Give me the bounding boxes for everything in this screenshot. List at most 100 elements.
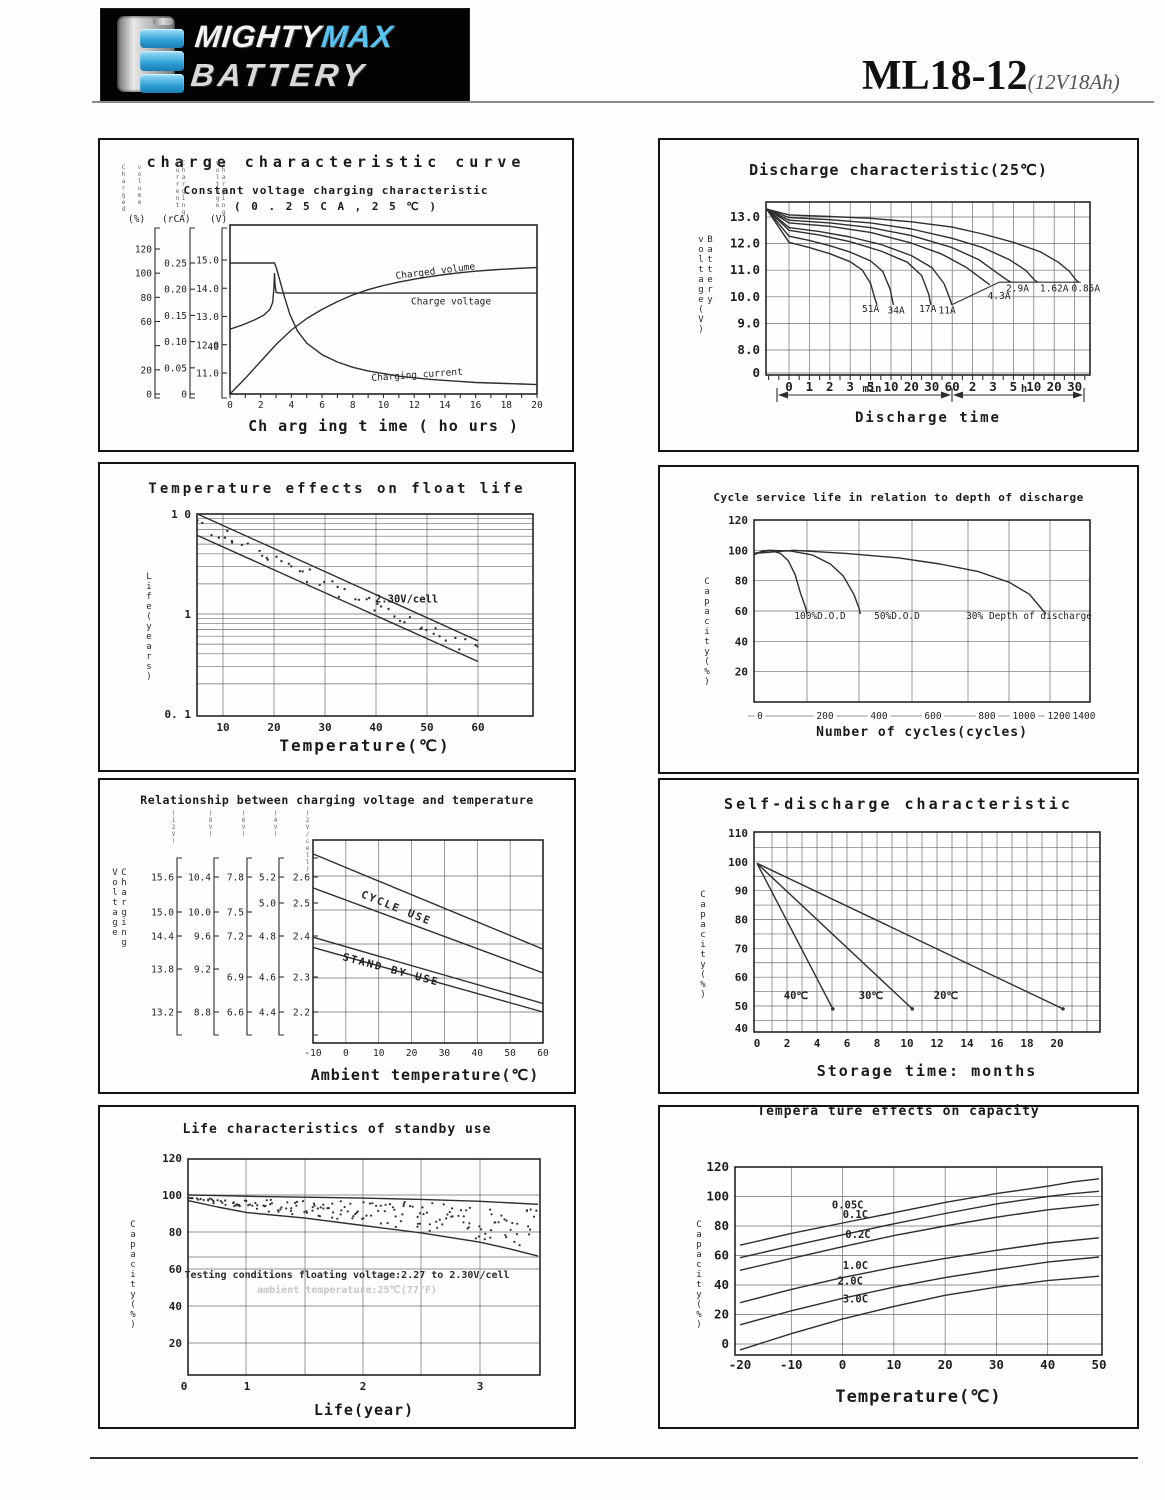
y-axis-title: Capacity(%) [698, 890, 708, 1000]
svg-text:20: 20 [1047, 379, 1062, 394]
svg-text:Charge voltage: Charge voltage [411, 297, 491, 308]
svg-text:20: 20 [141, 365, 153, 376]
svg-text:100: 100 [135, 269, 152, 280]
svg-text:51A: 51A [862, 304, 879, 315]
svg-text:4: 4 [814, 1037, 821, 1050]
svg-text:100: 100 [728, 544, 748, 557]
mighty-max-logo: MIGHTYMAX BATTERY [100, 8, 470, 102]
svg-text:11.0: 11.0 [196, 369, 219, 380]
svg-text:5: 5 [1010, 379, 1018, 394]
svg-text:40: 40 [472, 1048, 484, 1059]
svg-text:1: 1 [806, 379, 814, 394]
chart-subtitle: Constant voltage charging characteristic [183, 184, 489, 197]
svg-text:100: 100 [706, 1189, 729, 1204]
svg-text:13.0: 13.0 [730, 209, 760, 224]
svg-text:20: 20 [735, 666, 748, 679]
svg-text:-10: -10 [780, 1357, 803, 1372]
chart-title: Tempera ture effects on capacity [757, 1104, 1040, 1119]
svg-text:20: 20 [267, 721, 280, 734]
svg-text:10: 10 [378, 400, 390, 411]
series-cutoff-line [951, 281, 1081, 306]
scale-caption-2v-cell: (2V/cell) [304, 810, 311, 873]
y-axis-title: Battery voltage(V) [696, 235, 715, 335]
svg-text:11.0: 11.0 [730, 262, 760, 277]
svg-text:50: 50 [735, 1000, 748, 1013]
svg-text:3: 3 [477, 1380, 484, 1393]
svg-text:1.62A: 1.62A [1040, 283, 1069, 294]
svg-text:1400: 1400 [1073, 711, 1096, 722]
x-axis-title: Ambient temperature(℃) [310, 1066, 540, 1084]
svg-text:80: 80 [169, 1226, 182, 1239]
svg-text:40: 40 [735, 635, 748, 648]
series-100%D.O.D [753, 549, 808, 615]
svg-text:0.25: 0.25 [164, 259, 187, 270]
svg-text:1200: 1200 [1048, 711, 1071, 722]
svg-text:15.0: 15.0 [151, 908, 174, 919]
svg-text:6.6: 6.6 [227, 1008, 244, 1019]
svg-text:0.05C: 0.05C [832, 1199, 864, 1211]
svg-text:40: 40 [169, 1300, 182, 1313]
svg-text:13.2: 13.2 [151, 1008, 174, 1019]
svg-text:0: 0 [839, 1357, 847, 1372]
svg-text:100%D.O.D: 100%D.O.D [794, 611, 846, 622]
series-standby-band-lower [187, 1199, 539, 1257]
svg-text:12.0: 12.0 [730, 236, 760, 251]
svg-text:7.2: 7.2 [227, 932, 244, 943]
temperature-capacity-plot-canvas: -20 -10 0 10 20 30 40 50 120 100 80 60 40 20 0 0.05C0.1… [706, 1159, 1106, 1372]
svg-text:17A: 17A [919, 304, 936, 315]
svg-text:0: 0 [227, 400, 233, 411]
scale-caption-6v: (6V) [240, 810, 247, 838]
svg-text:20: 20 [531, 400, 543, 411]
panel-cycle-service-life: Cycle service life in relation to depth … [658, 465, 1139, 774]
svg-text:10.0: 10.0 [188, 908, 211, 919]
svg-text:20℃: 20℃ [934, 990, 959, 1002]
svg-text:60: 60 [537, 1048, 549, 1059]
series-1.62A [766, 208, 1039, 283]
panel-standby-life: Life characteristics of standby use Capa… [98, 1105, 576, 1429]
svg-text:min: min [863, 383, 882, 395]
svg-text:8.8: 8.8 [194, 1008, 211, 1019]
series-4.3A [766, 208, 991, 286]
svg-text:6: 6 [844, 1037, 851, 1050]
svg-text:0.10: 0.10 [164, 337, 187, 348]
svg-text:0. 1: 0. 1 [165, 708, 192, 721]
discharge-plot-canvas: 0 1 2 3 5 10 20 30 60 2 3 5 10 20 3013.012.011.010.09.… [730, 201, 1100, 402]
svg-text:10: 10 [1026, 379, 1041, 394]
micro-axis-label: Charging current [174, 160, 187, 216]
ambient-temperature-note: ambient temperature:25℃(77°F) [257, 1285, 437, 1296]
svg-text:2.0C: 2.0C [838, 1275, 863, 1287]
svg-text:30: 30 [1067, 379, 1082, 394]
svg-text:40: 40 [1040, 1357, 1055, 1372]
svg-text:2.9A: 2.9A [1006, 283, 1029, 294]
battery-cells-icon [140, 29, 184, 93]
svg-text:8: 8 [350, 400, 356, 411]
svg-text:600: 600 [924, 711, 941, 722]
model-number: ML18-12 (12V18Ah) [862, 52, 1120, 100]
svg-text:4: 4 [289, 400, 295, 411]
svg-text:2.5: 2.5 [293, 899, 310, 910]
header-divider [92, 101, 1154, 103]
panel-charge-characteristic: charge characteristic curve Constant vol… [98, 138, 574, 452]
svg-text:0.20: 0.20 [164, 285, 187, 296]
svg-text:40: 40 [735, 1022, 748, 1035]
x-axis-title: Temperature(℃) [835, 1387, 1002, 1407]
svg-text:(V): (V) [210, 214, 227, 225]
float-life-plot-canvas: 10 20 30 40 50 60 1 0 1 0. 1 2.30V/cell [165, 508, 534, 734]
svg-text:CYCLE USE: CYCLE USE [359, 889, 433, 928]
svg-text:1.0C: 1.0C [843, 1260, 868, 1272]
panel-self-discharge: Self-discharge characteristic Capacity(%… [658, 778, 1139, 1094]
scale-caption-8v: (8V) [207, 810, 214, 838]
svg-text:0: 0 [181, 390, 187, 401]
svg-text:0.15: 0.15 [164, 311, 187, 322]
svg-text:(%): (%) [128, 214, 145, 225]
svg-text:Charged volume: Charged volume [395, 261, 476, 282]
series-0.05C [739, 1178, 1100, 1246]
svg-text:16: 16 [990, 1037, 1004, 1050]
svg-text:12.0: 12.0 [196, 340, 219, 351]
svg-text:14.0: 14.0 [196, 284, 219, 295]
series-Charging current [230, 262, 538, 386]
svg-text:8: 8 [874, 1037, 881, 1050]
svg-text:14: 14 [439, 400, 451, 411]
series-30℃ [756, 862, 913, 1010]
y-axis-title: Capacity(%) [694, 1219, 704, 1330]
